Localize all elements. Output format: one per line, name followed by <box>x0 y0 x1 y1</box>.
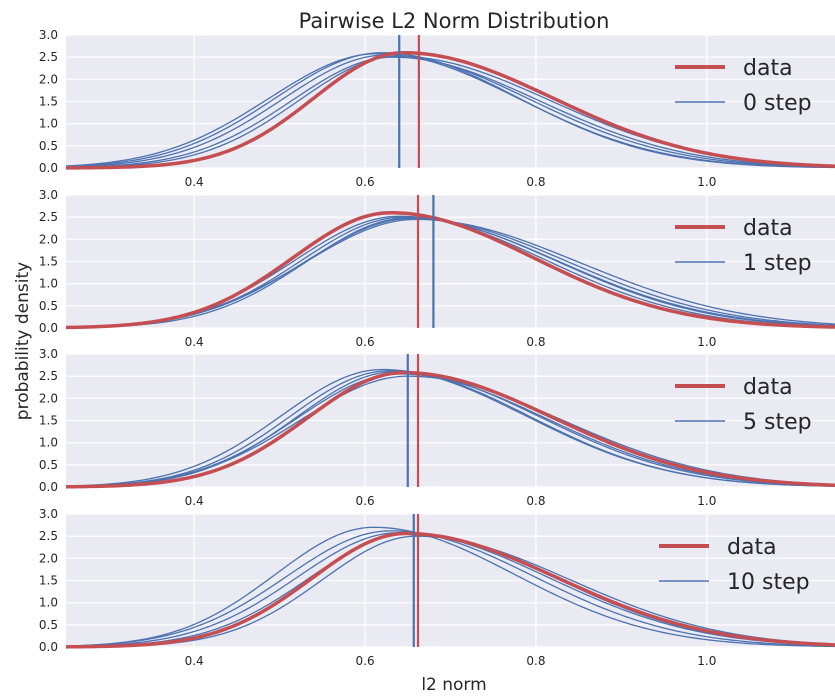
x-tick-label: 0.4 <box>185 175 204 189</box>
x-tick-label: 0.6 <box>356 494 375 508</box>
y-tick-label: 1.5 <box>39 95 58 109</box>
data-curve <box>65 210 835 330</box>
model-curve <box>65 526 835 648</box>
x-tick-label: 0.6 <box>356 654 375 668</box>
x-tick-label: 1.0 <box>697 335 716 349</box>
x-tick-label: 1.0 <box>697 494 716 508</box>
y-tick-label: 2.5 <box>39 369 58 383</box>
legend-label-data: data <box>743 216 793 241</box>
legend-label-data: data <box>743 375 793 400</box>
y-tick-label: 3.0 <box>39 347 58 361</box>
x-tick-label: 0.8 <box>526 654 545 668</box>
y-tick-label: 2.5 <box>39 50 58 64</box>
chart-title: Pairwise L2 Norm Distribution <box>299 9 610 33</box>
x-tick-label: 1.0 <box>697 175 716 189</box>
x-tick-label: 0.4 <box>185 654 204 668</box>
x-tick-label: 0.8 <box>526 175 545 189</box>
legend-label-data: data <box>743 56 793 81</box>
y-tick-label: 1.0 <box>39 277 58 291</box>
y-tick-label: 0.0 <box>39 640 58 654</box>
x-tick-label: 0.4 <box>185 335 204 349</box>
x-tick-label: 0.4 <box>185 494 204 508</box>
data-curve <box>65 370 835 489</box>
y-tick-label: 2.0 <box>39 551 58 565</box>
legend: data 5 step <box>675 375 812 435</box>
y-tick-label: 0.0 <box>39 480 58 494</box>
x-tick-label: 0.8 <box>526 335 545 349</box>
legend-label-model: 5 step <box>743 410 812 435</box>
x-axis-label: l2 norm <box>421 675 486 695</box>
legend-label-model: 1 step <box>743 251 812 276</box>
model-curve <box>65 530 835 647</box>
model-curve <box>65 370 835 488</box>
y-tick-label: 0.0 <box>39 321 58 335</box>
y-tick-label: 2.5 <box>39 529 58 543</box>
legend-label-model: 0 step <box>743 91 812 116</box>
legend-label-data: data <box>727 535 777 560</box>
data-curve <box>65 531 835 649</box>
y-tick-label: 0.5 <box>39 139 58 153</box>
panel-2: 0.4 0.6 0.8 1.0 0.0 0.5 1.0 1.5 2.0 2.5 3.0 data 1 s… <box>39 188 835 349</box>
model-curve <box>65 56 835 169</box>
x-tick-label: 0.6 <box>356 335 375 349</box>
y-axis-label: probability density <box>13 262 33 420</box>
x-tick-label: 1.0 <box>697 654 716 668</box>
x-tick-label: 0.8 <box>526 494 545 508</box>
data-curve <box>65 50 835 170</box>
model-curve <box>65 52 835 169</box>
model-curve <box>65 373 835 488</box>
x-tick-label: 0.6 <box>356 175 375 189</box>
y-tick-label: 0.5 <box>39 458 58 472</box>
legend: data 0 step <box>675 56 812 116</box>
y-tick-label: 3.0 <box>39 28 58 42</box>
y-tick-label: 2.0 <box>39 72 58 86</box>
y-tick-label: 1.0 <box>39 436 58 450</box>
y-tick-label: 1.5 <box>39 574 58 588</box>
y-tick-label: 2.5 <box>39 210 58 224</box>
legend: data 1 step <box>675 216 812 276</box>
panel-3: 0.4 0.6 0.8 1.0 0.0 0.5 1.0 1.5 2.0 2.5 3.0 data 5 s… <box>39 347 835 508</box>
y-tick-label: 0.0 <box>39 161 58 175</box>
y-tick-label: 1.5 <box>39 414 58 428</box>
y-tick-label: 3.0 <box>39 188 58 202</box>
legend-label-model: 10 step <box>727 570 810 595</box>
y-tick-label: 1.5 <box>39 255 58 269</box>
y-tick-label: 2.0 <box>39 232 58 246</box>
y-tick-label: 1.0 <box>39 596 58 610</box>
panel-4: 0.4 0.6 0.8 1.0 0.0 0.5 1.0 1.5 2.0 2.5 3.0 data 10 … <box>39 507 835 668</box>
y-tick-label: 3.0 <box>39 507 58 521</box>
panel-1: 0.4 0.6 0.8 1.0 0.0 0.5 1.0 1.5 2.0 2.5 3.0 data 0 s… <box>39 28 835 189</box>
y-tick-label: 0.5 <box>39 299 58 313</box>
y-tick-label: 1.0 <box>39 117 58 131</box>
y-tick-label: 0.5 <box>39 618 58 632</box>
panels: 0.4 0.6 0.8 1.0 0.0 0.5 1.0 1.5 2.0 2.5 3.0 data 0 s… <box>39 28 835 668</box>
y-tick-label: 2.0 <box>39 391 58 405</box>
legend: data 10 step <box>659 535 810 595</box>
